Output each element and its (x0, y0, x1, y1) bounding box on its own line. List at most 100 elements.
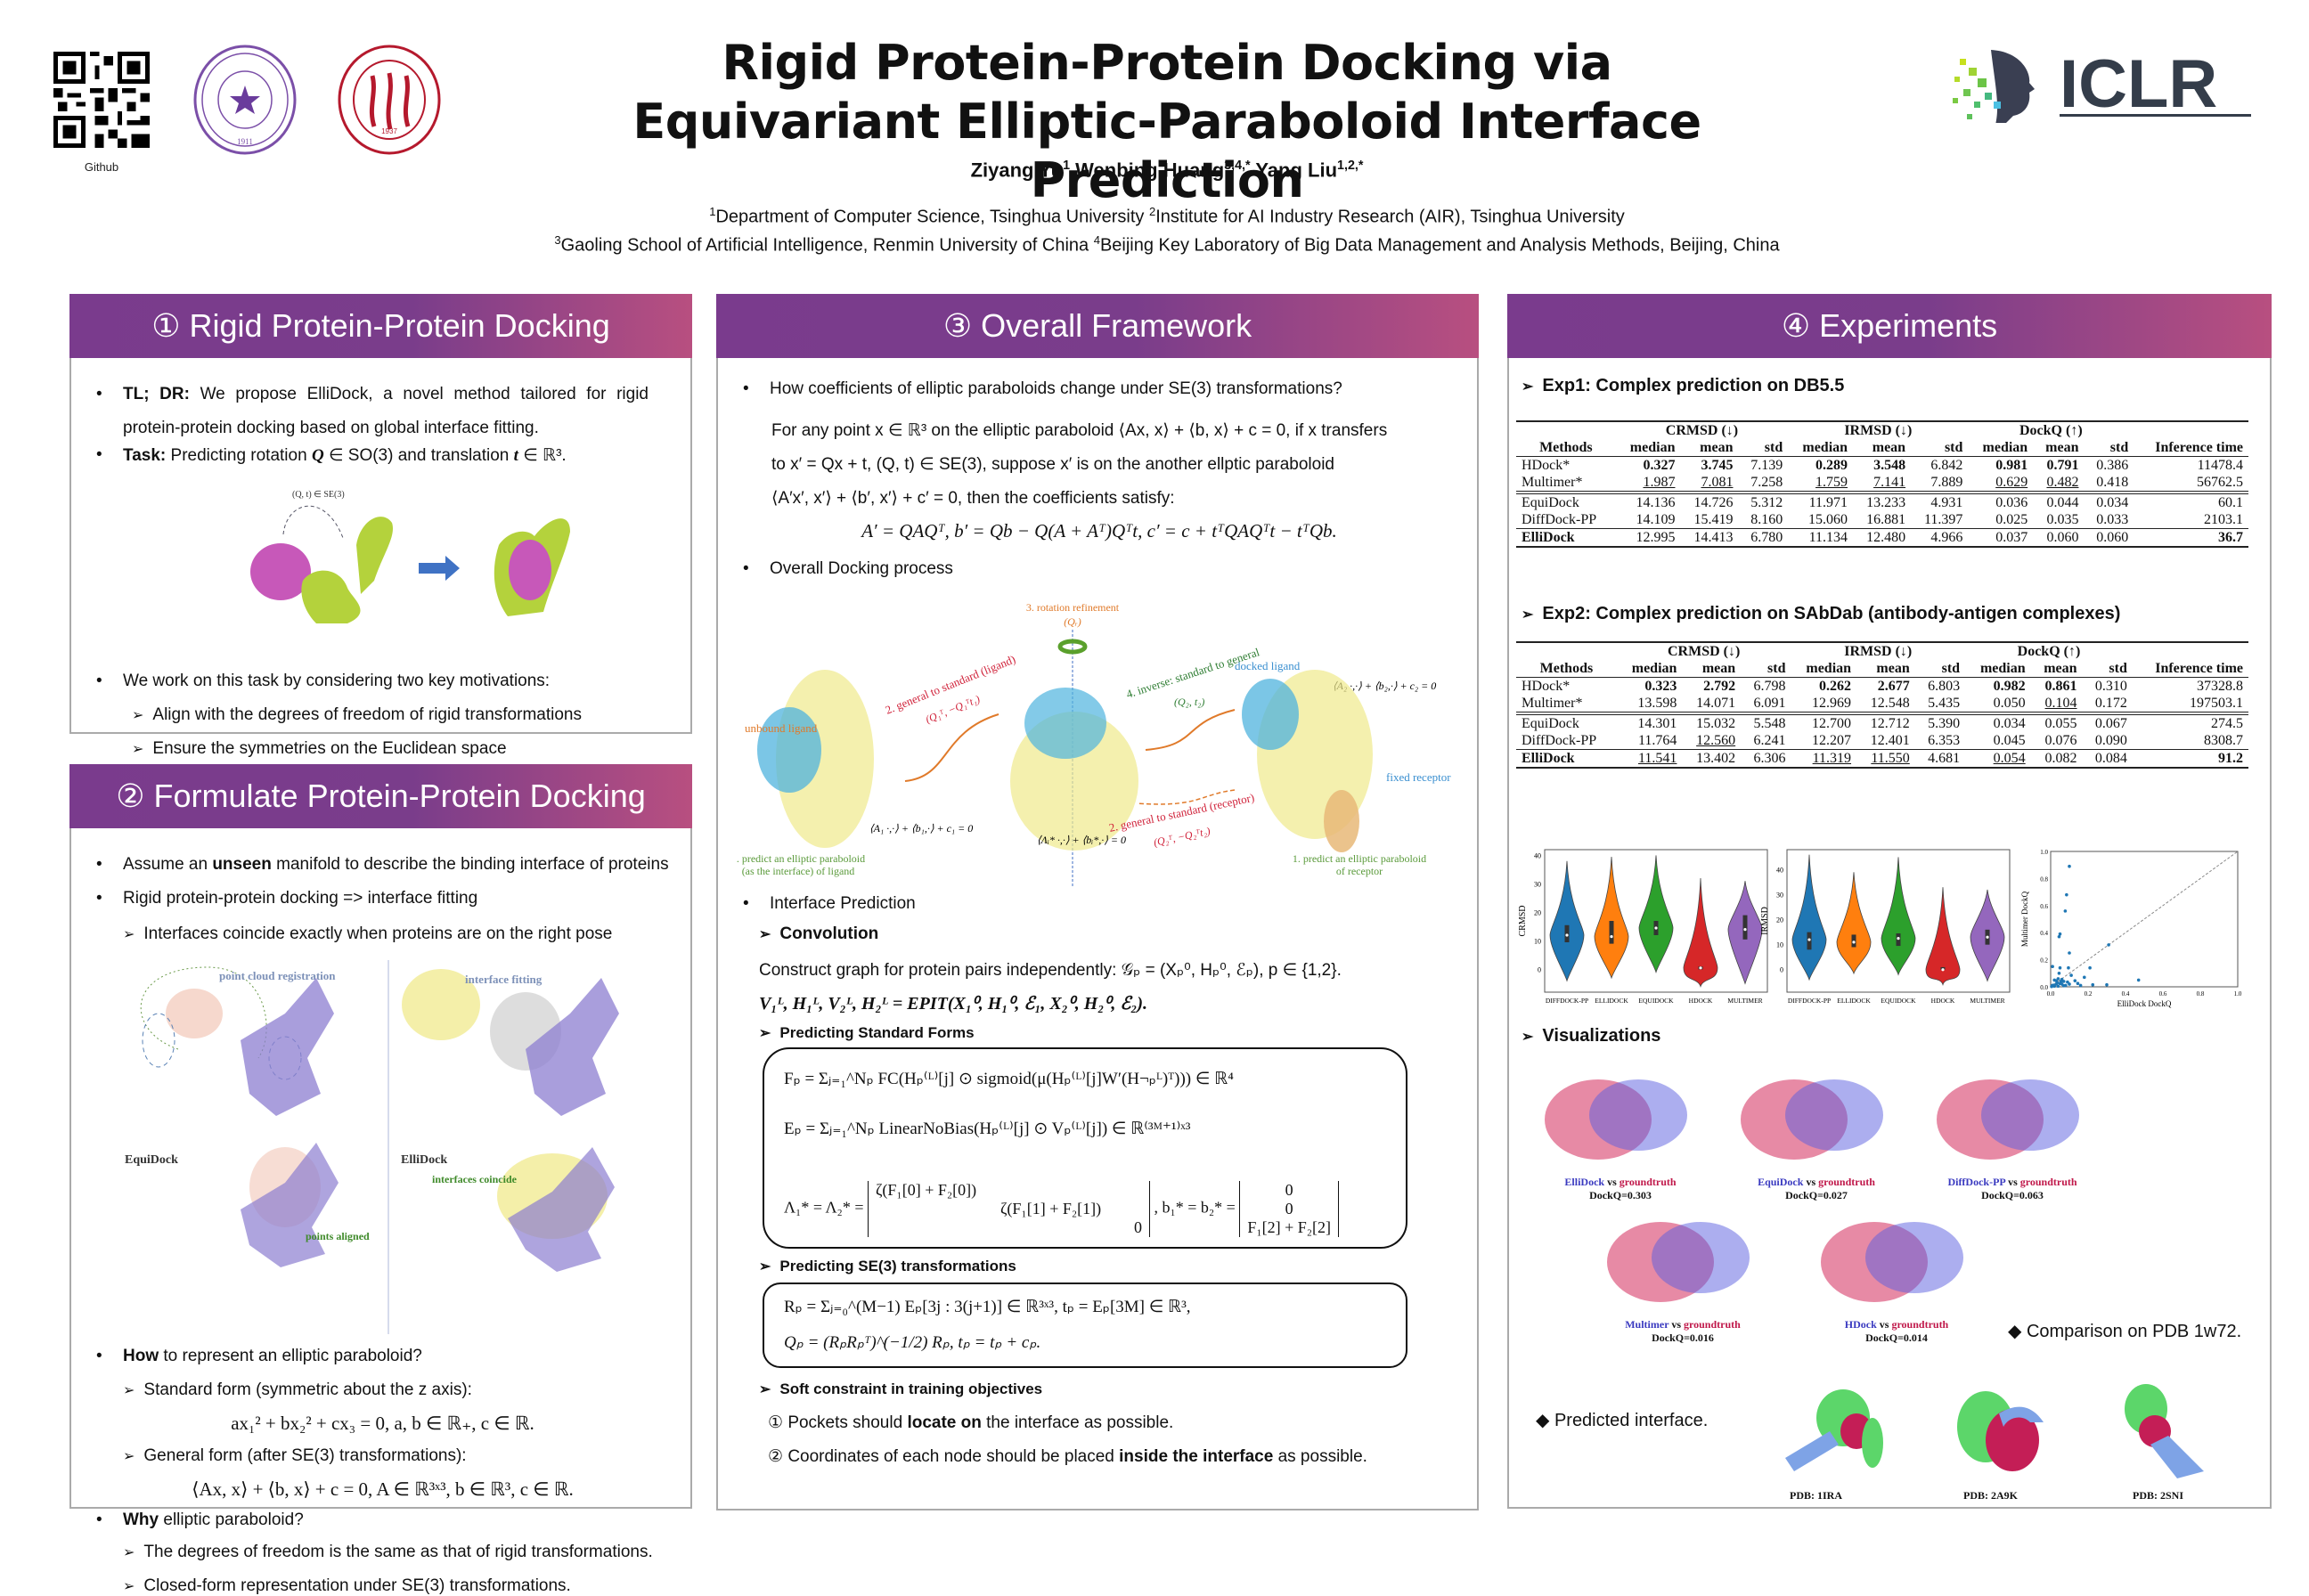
table-cell: 0.289 (1815, 458, 1848, 473)
scatter-point (2051, 965, 2054, 968)
violin-ellidock (1836, 872, 1872, 975)
fixed-receptor-icon (1324, 790, 1359, 852)
y-tick-label: 40 (1534, 851, 1541, 859)
svg-text:points aligned: points aligned (306, 1230, 370, 1242)
median-marker (1897, 937, 1900, 940)
svg-text:docked ligand: docked ligand (1235, 659, 1301, 672)
table-cell: 15.060 (1808, 512, 1848, 527)
interface-fitting-bullet: Rigid protein-protein docking => interfa… (96, 889, 477, 908)
comparison-structure-figure (1598, 1213, 1767, 1311)
why-item: ➢ The degrees of freedom is the same as t… (123, 1543, 653, 1561)
comparison-caption: HDock vs groundtruth DockQ=0.014 (1844, 1318, 1949, 1344)
scatter-point (2105, 982, 2109, 987)
table-cell: 0.262 (1819, 679, 1852, 694)
table-cell: 2.792 (1703, 679, 1736, 694)
x-tick-label: MULTIMER (1970, 997, 2004, 1005)
scatter-point (2068, 864, 2071, 868)
x-tick-label: EQUIDOCK (1638, 997, 1674, 1005)
table-cell: 15.032 (1696, 716, 1736, 731)
predicting-se3-heading: ➢ Predicting SE(3) transformations (759, 1258, 1016, 1274)
table-group-header: CRMSD (↓) (1665, 423, 1739, 438)
table-cell: 6.091 (1753, 696, 1786, 711)
x-tick-label: 0.2 (2085, 990, 2093, 998)
para-line: to x′ = Qx + t, (Q, t) ∈ SE(3), suppose … (771, 455, 1334, 474)
y-tick-label: 0 (1538, 965, 1541, 973)
general-form-item: ➢ General form (after SE(3) transformatio… (123, 1446, 467, 1465)
svg-text:(as the interface) of ligand: (as the interface) of ligand (742, 865, 855, 877)
x-tick-label: 0.0 (2047, 990, 2055, 998)
right-arrow-icon (419, 556, 460, 581)
why-bullet: Why elliptic paraboloid? (96, 1510, 304, 1530)
standard-forms-equations-box: Fₚ = Σⱼ₌₁^Nₚ FC(Hₚ⁽ᴸ⁾[j] ⊙ sigmoid(μ(Hₚ⁽… (763, 1047, 1407, 1249)
table-column-header: mean (1701, 661, 1736, 676)
task-bullet: Task: Predicting rotation Q ∈ SO(3) and … (96, 445, 567, 466)
violin-equidock (1881, 857, 1916, 976)
median-marker (1654, 926, 1658, 930)
table-cell: 0.044 (2046, 495, 2079, 510)
violin-diffdock-pp (1791, 854, 1827, 981)
panel-experiments: ④ Experiments ➢ Exp1: Complex prediction … (1507, 294, 2272, 1509)
pdb-label: PDB: 2SNI (2133, 1489, 2184, 1502)
panel-formulate-docking: ② Formulate Protein-Protein Docking Assu… (69, 764, 692, 1595)
table-cell: 0.629 (1995, 475, 2028, 490)
table-cell: 6.803 (1928, 679, 1961, 694)
table-group-header: CRMSD (↓) (1668, 644, 1741, 659)
receptor-protein-icon (301, 517, 393, 623)
table-cell: 3.548 (1873, 458, 1906, 473)
table-column-header: mean (1872, 440, 1906, 455)
table-cell: 5.435 (1928, 696, 1961, 711)
table-cell: 7.258 (1750, 475, 1783, 490)
table-cell: 12.480 (1866, 530, 1906, 545)
pdb-label: PDB: 2A9K (1963, 1489, 2018, 1502)
epit-equation: V₁ᴸ, H₁ᴸ, V₂ᴸ, H₂ᴸ = EPIT(X₁⁰, H₁⁰, ℰ₁, … (759, 994, 1148, 1014)
table-column-header: median (1982, 440, 2028, 455)
x-tick-label: MULTIMER (1727, 997, 1762, 1005)
standard-form-item: ➢ Standard form (symmetric about the z ax… (123, 1380, 472, 1399)
interfaces-coincide-item: ➢ Interfaces coincide exactly when protei… (123, 924, 613, 943)
table-cell: 0.982 (1993, 679, 2026, 694)
table-cell: 14.301 (1637, 716, 1677, 731)
table-row: Multimer* 13.598 14.071 6.091 12.969 12.548 5.… (1516, 695, 2248, 713)
comparison-caption: EquiDock vs groundtruth DockQ=0.027 (1758, 1176, 1875, 1201)
how-bullet: How to represent an elliptic paraboloid? (96, 1347, 422, 1366)
method-name: HDock* (1522, 458, 1571, 473)
x-tick-label: DIFFDOCK-PP (1546, 997, 1588, 1005)
scatter-point (2065, 892, 2068, 897)
table-cell: 11.541 (1638, 751, 1677, 766)
github-qr-code[interactable] (53, 52, 150, 148)
motivations-bullet: We work on this task by considering two … (96, 672, 550, 691)
median-marker (1986, 935, 1989, 939)
x-tick-label: ELLIDOCK (1595, 997, 1628, 1005)
svg-text:1937: 1937 (381, 127, 397, 135)
table-column-header: median (1631, 661, 1677, 676)
motivation-item: ➢ Ensure the symmetries on the Euclidean … (132, 739, 507, 758)
svg-text:fixed receptor: fixed receptor (1386, 770, 1451, 784)
violin-hdock (1683, 877, 1718, 988)
table-cell: 11.971 (1808, 495, 1848, 510)
table-cell: 13.598 (1637, 696, 1677, 711)
crmsd-violin-chart: CRMSD 0 10 20 30 40 DIFFDOCK-PP ELLIDOCK EQUIDOC… (1518, 839, 1776, 1017)
pdb-label: PDB: 1IRA (1790, 1489, 1842, 1502)
equidock-vs-ellidock-figure: point cloud registration EquiDock points… (107, 960, 677, 1334)
table-column-header: Methods (1539, 661, 1594, 676)
table-cell: 0.076 (2044, 733, 2077, 748)
table-cell: 16.881 (1866, 512, 1906, 527)
table-column-header: mean (1700, 440, 1734, 455)
predicted-interface-note: ◆ Predicted interface. (1536, 1411, 1709, 1430)
coefficients-question: How coefficients of elliptic paraboloids… (743, 379, 1342, 399)
table-cell: 0.084 (2094, 751, 2127, 766)
svg-text:point cloud registration: point cloud registration (219, 969, 336, 982)
pdb-2sni-figure (2097, 1382, 2222, 1480)
table-column-header: median (1802, 440, 1848, 455)
standard-form-icon (1010, 688, 1138, 851)
para-line: For any point x ∈ ℝ³ on the elliptic par… (771, 421, 1388, 440)
svg-text:⟨Λᵢ* ·,·⟩ + ⟨bᵢ*,·⟩ = 0: ⟨Λᵢ* ·,·⟩ + ⟨bᵢ*,·⟩ = 0 (1037, 834, 1126, 846)
table-cell: 0.791 (2046, 458, 2079, 473)
panel-title: ④ Experiments (1507, 294, 2272, 358)
rotation-arrow-icon (1057, 639, 1088, 655)
table-cell: 5.548 (1753, 716, 1786, 731)
ep-equation: Eₚ = Σⱼ₌₁^Nₚ LinearNoBias(Hₚ⁽ᴸ⁾[j] ⊙ Vₚ⁽… (784, 1120, 1191, 1138)
table-cell: 11.550 (1871, 751, 1910, 766)
y-tick-label: 0.4 (2040, 930, 2048, 937)
table-column-header: Inference time (2155, 440, 2243, 455)
